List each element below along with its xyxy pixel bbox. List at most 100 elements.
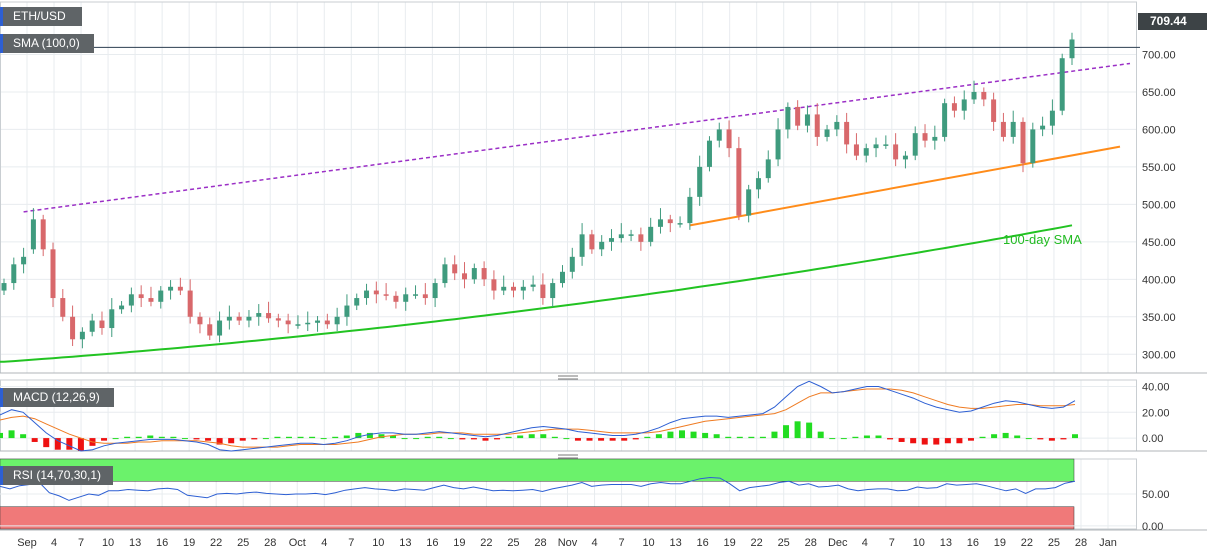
macd-histogram-bar [621, 438, 628, 441]
x-tick-label: 13 [940, 537, 952, 549]
support-trend-line [689, 145, 1121, 227]
candle-body [403, 294, 409, 302]
candle-body [432, 283, 438, 299]
candle-body [99, 320, 105, 329]
macd-histogram-bar [181, 438, 188, 440]
candle-body [775, 129, 781, 160]
macd-y-tick: 40.00 [1142, 381, 1170, 393]
macd-histogram-bar [1014, 435, 1021, 439]
macd-histogram-bar [158, 436, 165, 439]
macd-histogram-bar [447, 438, 454, 440]
candle-body [795, 106, 801, 126]
macd-histogram-bar [43, 438, 50, 448]
x-tick-label: 28 [264, 537, 276, 549]
macd-histogram-bar [470, 438, 477, 440]
macd-histogram-bar [20, 434, 27, 439]
candle-body [491, 279, 497, 291]
candle-body [657, 219, 663, 227]
x-tick-label: 4 [51, 537, 57, 549]
candle-body [883, 144, 889, 146]
y-tick-label: 550.00 [1142, 162, 1176, 174]
candle-body [814, 114, 820, 137]
candle-body [364, 290, 370, 299]
candle-body [344, 305, 350, 317]
macd-histogram-bar [979, 436, 986, 439]
candle-body [511, 286, 517, 291]
candle-body [266, 313, 272, 319]
macd-histogram-bar [551, 436, 558, 439]
candle-body [677, 223, 683, 225]
candle-body [687, 196, 693, 224]
macd-histogram-bar [736, 436, 743, 439]
rsi-legend: RSI (14,70,30,1) [0, 466, 113, 485]
macd-histogram-bar [31, 438, 38, 442]
macd-histogram-bar [135, 436, 142, 439]
macd-histogram-bar [216, 438, 223, 445]
candle-body [902, 155, 908, 160]
candle-body [971, 91, 977, 100]
candle-body [128, 294, 134, 306]
macd-histogram-bar [517, 435, 524, 439]
macd-histogram-bar [863, 435, 870, 439]
macd-line [0, 380, 1076, 452]
x-tick-label: 28 [805, 537, 817, 549]
x-tick-label: 22 [210, 537, 222, 549]
macd-histogram-bar [574, 438, 581, 441]
macd-histogram-bar [806, 422, 813, 439]
macd-histogram-bar [0, 432, 3, 439]
candle-body [168, 286, 174, 291]
candle-body [746, 189, 752, 216]
macd-histogram-bar [355, 432, 362, 439]
candle-body [70, 316, 76, 340]
candle-body [50, 249, 56, 299]
x-tick-label: 7 [889, 537, 895, 549]
candle-body [912, 133, 918, 156]
candle-body [932, 136, 938, 141]
candle-body [158, 290, 164, 302]
x-tick-label: 16 [697, 537, 709, 549]
rsi-y-tick: 50.00 [1142, 489, 1170, 501]
macd-histogram-bar [678, 430, 685, 439]
macd-histogram-bar [759, 436, 766, 439]
candle-body [1049, 110, 1055, 126]
macd-histogram-bar [1072, 434, 1078, 439]
macd-histogram-bar [320, 438, 327, 440]
x-tick-label: Jan [1099, 537, 1117, 549]
x-tick-label: 7 [618, 537, 624, 549]
x-tick-label: 7 [348, 537, 354, 549]
y-tick-label: 600.00 [1142, 124, 1176, 136]
macd-histogram-bar [285, 436, 292, 439]
macd-histogram-bar [112, 438, 119, 440]
macd-histogram-bar [528, 434, 535, 439]
candle-body [471, 268, 477, 280]
macd-histogram-bar [436, 436, 443, 439]
candle-body [11, 264, 17, 284]
macd-histogram-bar [251, 438, 258, 440]
x-tick-label: 13 [399, 537, 411, 549]
x-tick-label: 4 [862, 537, 868, 549]
macd-histogram-bar [702, 432, 709, 439]
macd-histogram-bar [609, 438, 616, 441]
candle-body [1030, 129, 1036, 164]
candle-body [726, 129, 732, 149]
candle-body [422, 294, 428, 299]
macd-histogram-bar [713, 434, 720, 439]
macd-histogram-bar [898, 438, 905, 442]
candle-body [60, 298, 66, 317]
candle-body [893, 144, 899, 160]
candle-body [824, 129, 830, 137]
y-tick-label: 400.00 [1142, 274, 1176, 286]
candle-body [981, 91, 987, 100]
candle-body [1040, 125, 1046, 130]
macd-histogram-bar [274, 436, 281, 439]
macd-histogram-bar [193, 438, 200, 440]
macd-histogram-bar [586, 438, 593, 441]
macd-histogram-bar [794, 421, 801, 439]
candle-body [295, 324, 301, 326]
macd-histogram-bar [66, 438, 73, 450]
candle-body [697, 166, 703, 197]
x-tick-label: 22 [751, 537, 763, 549]
x-tick-label: 22 [480, 537, 492, 549]
candle-body [442, 264, 448, 284]
candle-body [501, 286, 507, 291]
